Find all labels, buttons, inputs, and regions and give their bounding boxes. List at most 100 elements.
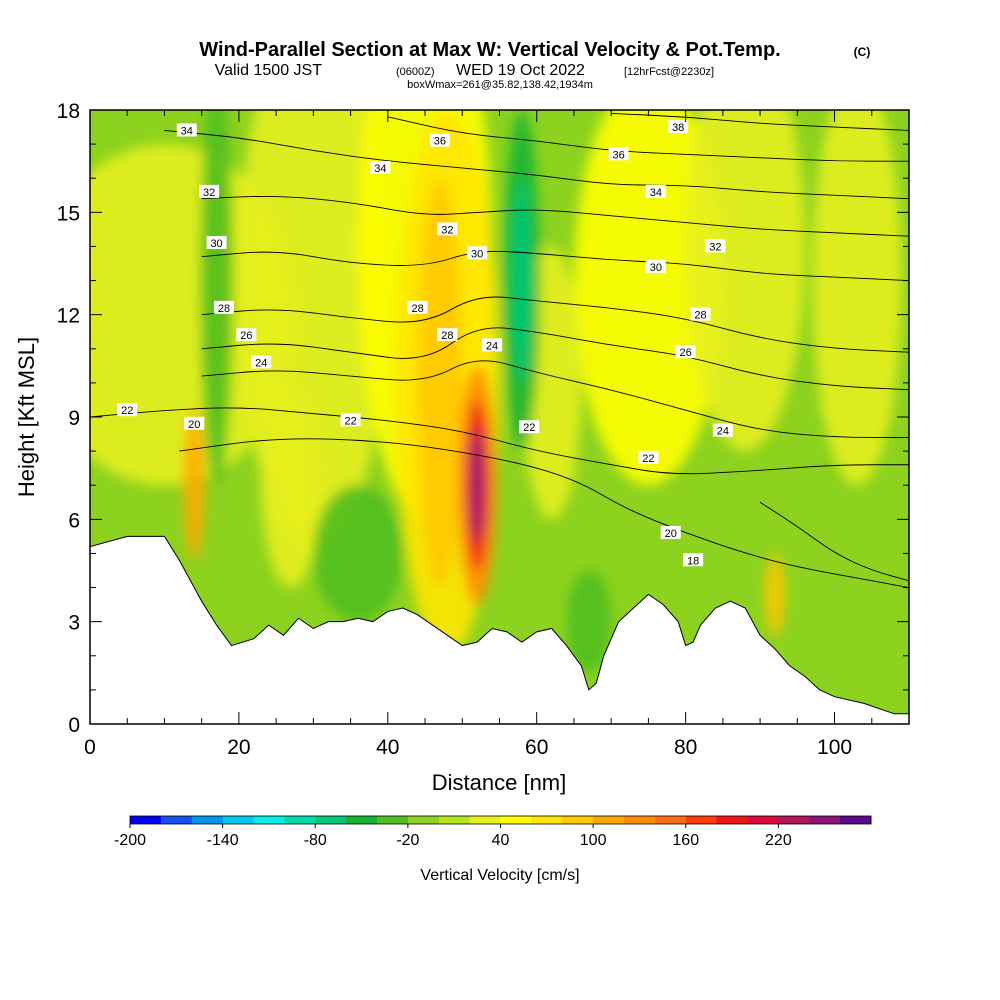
colorbar-swatch [531, 816, 563, 824]
chart-title-mark: (C) [854, 45, 871, 59]
velocity-cell [470, 427, 484, 544]
box-info: boxWmax=261@35.82,138.42,1934m [407, 79, 593, 91]
svg-text:22: 22 [344, 415, 356, 427]
velocity-cell [511, 178, 533, 383]
theta-contour-label: 28 [214, 300, 235, 315]
velocity-cell [765, 553, 785, 636]
velocity-cell [812, 110, 902, 486]
colorbar-tick-label: 100 [580, 832, 607, 849]
colorbar-tick-label: -140 [207, 832, 239, 849]
svg-text:22: 22 [523, 422, 535, 434]
theta-contour-label: 22 [117, 403, 138, 417]
forecast-info: [12hrFcst@2230z] [624, 66, 714, 78]
colorbar-tick-label: 220 [765, 832, 792, 849]
svg-text:32: 32 [709, 241, 721, 253]
theta-contour-label: 28 [407, 300, 428, 315]
chart-title: Wind-Parallel Section at Max W: Vertical… [199, 39, 780, 61]
velocity-cell [566, 570, 612, 673]
colorbar-swatch [593, 816, 625, 824]
x-tick-label: 20 [227, 736, 250, 759]
theta-contours [90, 112, 909, 588]
colorbar-tick-label: -80 [304, 832, 327, 849]
svg-text:32: 32 [441, 224, 453, 236]
theta-contour-label: 38 [668, 120, 689, 134]
theta-contour [387, 116, 909, 162]
theta-contour [201, 327, 909, 391]
svg-text:30: 30 [210, 238, 222, 250]
theta-contour-label: 34 [645, 184, 666, 199]
svg-text:22: 22 [642, 453, 654, 465]
svg-text:24: 24 [486, 340, 498, 352]
colorbar-swatch [624, 816, 656, 824]
theta-contour-label: 34 [370, 160, 391, 175]
theta-contour-label: 36 [429, 133, 450, 148]
theta-contour-label: 20 [660, 525, 681, 540]
theta-contour [201, 250, 909, 282]
x-tick-label: 60 [525, 736, 548, 759]
colorbar-label: Vertical Velocity [cm/s] [420, 867, 579, 884]
svg-text:26: 26 [240, 330, 252, 342]
theta-contour-labels: 34 32 30 28 26 24 22 20 34 36 32 30 28 28 24 22 22 38 36 34… [117, 120, 733, 567]
svg-text:34: 34 [181, 125, 193, 137]
svg-text:30: 30 [650, 262, 662, 274]
svg-text:36: 36 [613, 149, 625, 161]
velocity-cell [313, 485, 403, 622]
vertical-velocity-field [90, 110, 902, 673]
svg-text:20: 20 [188, 419, 200, 431]
theta-contour [201, 360, 909, 438]
svg-text:30: 30 [471, 248, 483, 260]
colorbar-swatch [469, 816, 501, 824]
theta-contour-label: 32 [437, 222, 458, 236]
colorbar-swatch [222, 816, 254, 824]
theta-contour [759, 501, 909, 582]
y-tick-label: 6 [68, 509, 80, 532]
theta-contour [179, 438, 909, 588]
colorbar-swatch [778, 816, 810, 824]
theta-contour-label: 24 [712, 423, 733, 438]
theta-contour [201, 195, 909, 237]
svg-text:28: 28 [694, 310, 706, 322]
valid-time: Valid 1500 JST [215, 62, 323, 79]
theta-contour-label: 32 [199, 184, 220, 199]
velocity-cell [685, 110, 805, 452]
theta-contour-label: 24 [482, 338, 503, 352]
theta-contour [611, 112, 909, 131]
theta-contour-label: 36 [608, 147, 629, 161]
colorbar-swatch [284, 816, 316, 824]
svg-text:18: 18 [687, 555, 699, 567]
theta-contour-label: 22 [340, 413, 361, 427]
colorbar-tick-label: -200 [114, 832, 146, 849]
colorbar-swatch [315, 816, 347, 824]
colorbar-swatch [840, 816, 872, 824]
x-tick-label: 0 [84, 736, 96, 759]
colorbar-tick-label: 40 [492, 832, 510, 849]
x-tick-label: 40 [376, 736, 399, 759]
colorbar-swatch [685, 816, 718, 824]
theta-contour-label: 18 [683, 553, 704, 567]
valid-date: WED 19 Oct 2022 [456, 62, 585, 79]
colorbar-swatch [654, 816, 687, 824]
theta-contour [164, 130, 909, 200]
theta-contour-label: 34 [176, 123, 197, 137]
svg-text:22: 22 [121, 405, 133, 417]
svg-text:24: 24 [255, 357, 267, 369]
velocity-cell [573, 110, 723, 486]
theta-contour-label: 20 [184, 416, 205, 431]
y-tick-label: 12 [57, 305, 80, 328]
colorbar-swatch [562, 816, 594, 824]
velocity-cell [183, 410, 205, 561]
colorbar-swatch [500, 816, 532, 824]
y-tick-label: 0 [68, 714, 80, 737]
colorbar-swatch [253, 816, 285, 824]
theta-contour-label: 28 [437, 328, 458, 342]
theta-contour-label: 30 [206, 236, 227, 250]
theta-contour-label: 30 [467, 246, 488, 260]
velocity-cell [261, 382, 321, 588]
colorbar-swatch [160, 816, 193, 824]
y-tick-label: 15 [57, 202, 80, 225]
velocity-cell [200, 110, 233, 486]
theta-contour-label: 28 [690, 307, 711, 322]
colorbar-swatch [809, 816, 841, 824]
velocity-cell [417, 178, 463, 588]
